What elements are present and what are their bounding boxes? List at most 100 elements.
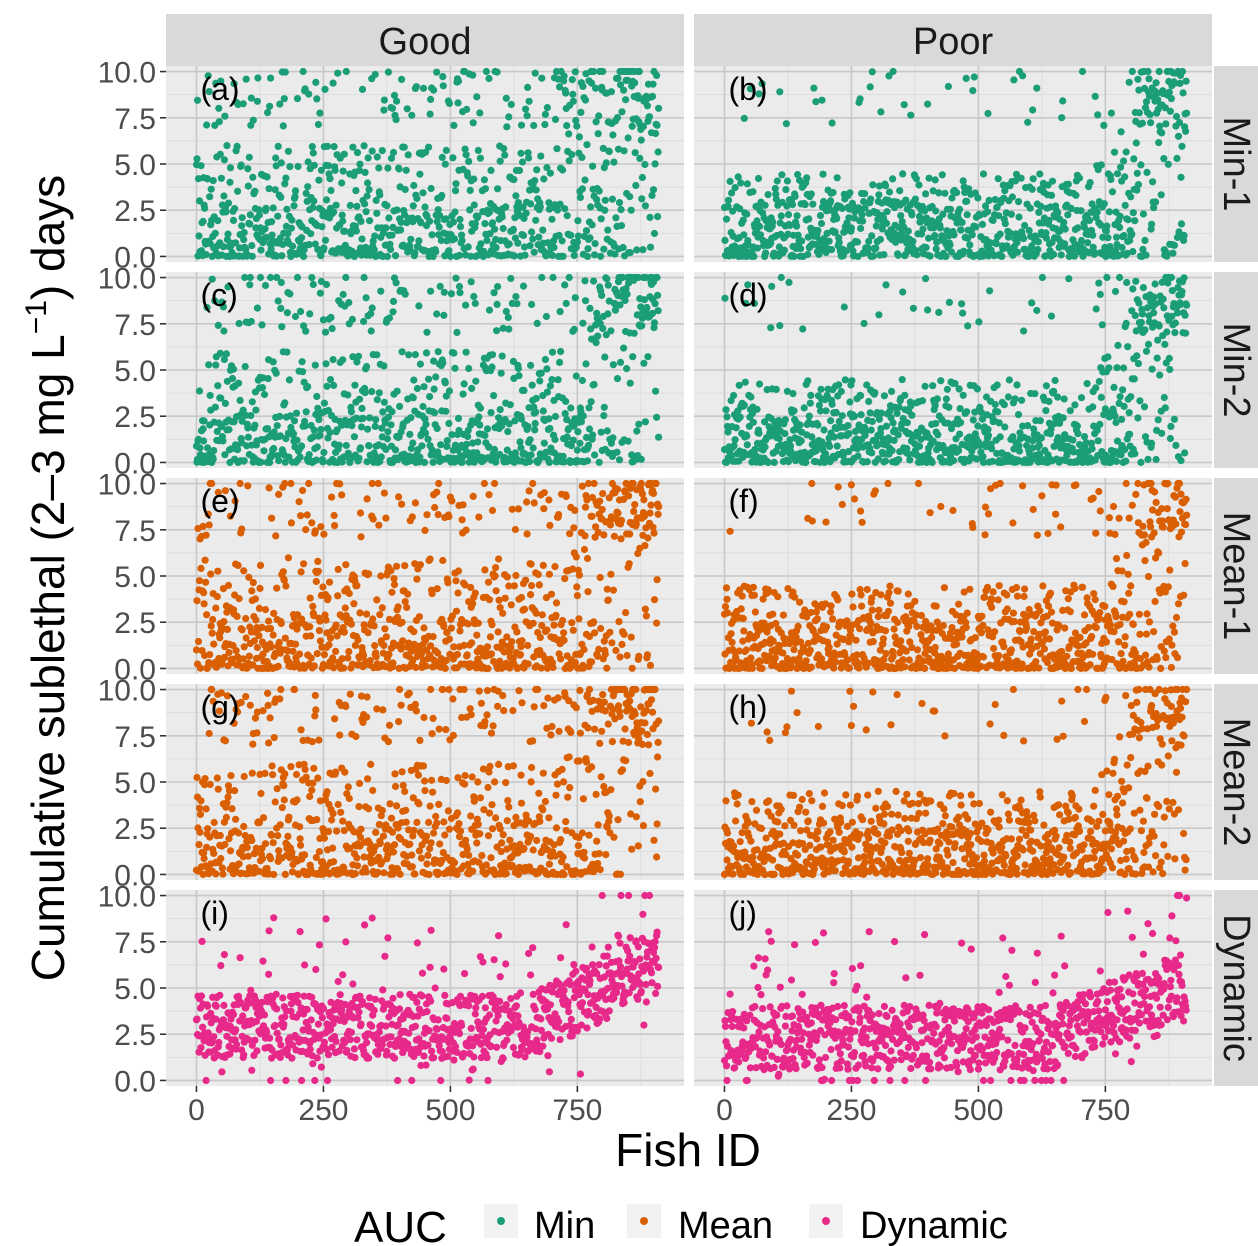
- data-point: [1130, 155, 1138, 163]
- data-point: [770, 458, 778, 466]
- data-point: [331, 522, 339, 530]
- data-point: [587, 398, 595, 406]
- data-point: [803, 174, 811, 182]
- data-point: [256, 273, 265, 282]
- data-point: [1059, 414, 1067, 422]
- data-point: [304, 383, 312, 391]
- data-point: [453, 328, 461, 336]
- data-point: [1112, 457, 1121, 465]
- data-point: [419, 189, 427, 197]
- data-point: [348, 315, 356, 323]
- data-point: [269, 631, 277, 639]
- data-point: [572, 116, 580, 125]
- data-point: [537, 152, 545, 160]
- data-point: [419, 402, 427, 411]
- data-point: [267, 245, 275, 253]
- data-point: [1026, 204, 1034, 212]
- data-point: [508, 505, 516, 513]
- data-point: [410, 181, 418, 190]
- data-point: [581, 176, 589, 184]
- data-point: [404, 151, 412, 159]
- data-point: [1004, 393, 1013, 401]
- data-point: [888, 447, 896, 455]
- data-point: [314, 120, 322, 129]
- data-point: [554, 376, 562, 384]
- data-point: [320, 244, 328, 252]
- data-point: [301, 422, 309, 430]
- data-point: [823, 229, 831, 237]
- data-point: [411, 351, 419, 359]
- data-point: [553, 206, 562, 214]
- data-point: [601, 196, 609, 204]
- data-point: [772, 385, 780, 393]
- data-point: [1048, 177, 1057, 185]
- data-point: [973, 385, 982, 393]
- data-point: [427, 184, 435, 193]
- data-point: [454, 77, 463, 85]
- data-point: [653, 273, 661, 282]
- data-point: [1141, 326, 1149, 334]
- data-point: [1064, 180, 1072, 188]
- data-point: [860, 319, 868, 328]
- data-point: [819, 170, 827, 178]
- data-point: [1163, 252, 1171, 260]
- data-point: [942, 395, 951, 403]
- data-point: [522, 105, 530, 113]
- data-point: [829, 615, 837, 623]
- data-point: [628, 664, 636, 672]
- data-point: [392, 116, 400, 124]
- data-point: [1077, 207, 1085, 215]
- data-point: [852, 636, 860, 644]
- data-point: [931, 176, 939, 184]
- data-point: [1174, 132, 1183, 140]
- data-point: [409, 202, 417, 210]
- data-point: [758, 664, 766, 673]
- data-point: [652, 387, 660, 395]
- data-point: [559, 252, 567, 260]
- data-point: [1134, 414, 1142, 422]
- data-point: [586, 234, 594, 242]
- data-point: [233, 142, 241, 150]
- data-point: [738, 592, 746, 600]
- data-point: [513, 300, 521, 308]
- data-point: [469, 599, 477, 608]
- data-point: [828, 119, 836, 127]
- data-point: [868, 232, 876, 240]
- data-point: [756, 231, 765, 239]
- data-point: [286, 290, 294, 298]
- data-point: [229, 365, 238, 373]
- data-point: [270, 609, 278, 618]
- data-point: [996, 230, 1004, 238]
- data-point: [384, 164, 392, 172]
- data-point: [563, 433, 571, 441]
- data-point: [338, 211, 346, 219]
- data-point: [608, 195, 617, 203]
- data-point: [432, 248, 440, 256]
- data-point: [743, 441, 751, 449]
- data-point: [1038, 273, 1046, 282]
- data-point: [467, 278, 475, 286]
- data-point: [476, 109, 484, 117]
- data-point: [321, 236, 330, 244]
- data-point: [650, 229, 659, 238]
- data-point: [723, 609, 732, 617]
- data-point: [573, 238, 582, 246]
- data-point: [739, 216, 747, 224]
- data-point: [944, 82, 953, 91]
- data-point: [876, 235, 885, 243]
- data-point: [863, 585, 871, 594]
- panel-min-1-good: (a): [166, 66, 684, 262]
- data-point: [233, 612, 241, 621]
- data-point: [416, 170, 424, 178]
- data-point: [1144, 67, 1152, 76]
- data-point: [370, 246, 378, 254]
- data-point: [315, 176, 323, 184]
- data-point: [1180, 231, 1188, 240]
- data-point: [969, 87, 977, 95]
- data-point: [213, 593, 221, 601]
- data-point: [451, 187, 460, 195]
- data-point: [1010, 76, 1018, 84]
- data-point: [498, 213, 506, 221]
- data-point: [483, 425, 492, 433]
- data-point: [789, 390, 797, 398]
